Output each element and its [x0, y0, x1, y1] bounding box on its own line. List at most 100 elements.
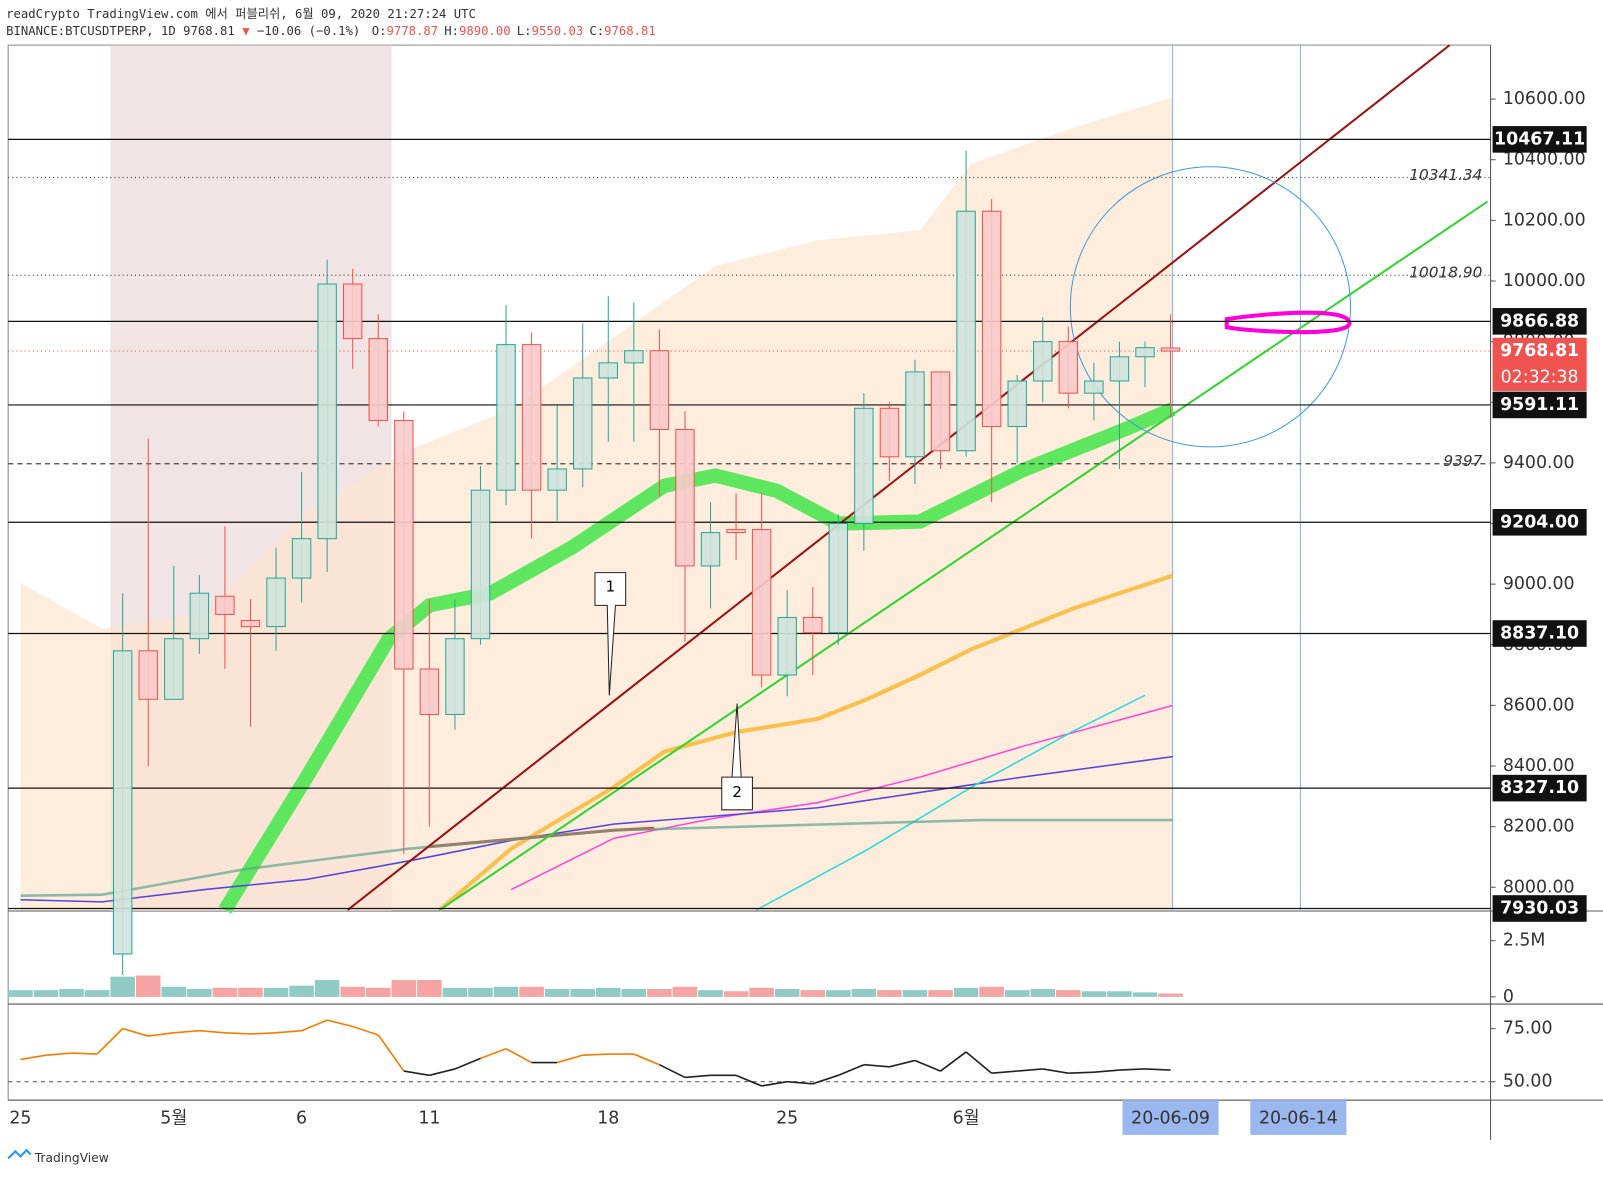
highlight-circle [1069, 166, 1351, 448]
trend-line [346, 44, 1451, 911]
rsi-line [352, 1025, 379, 1036]
down-arrow: ▼ [242, 23, 250, 37]
level-box [1492, 508, 1587, 536]
level-label: 9866.88 [1500, 311, 1579, 331]
last-price-box [1492, 337, 1587, 391]
rsi-line [377, 1034, 405, 1072]
volume-bar [1081, 991, 1107, 997]
volume-bar [851, 989, 877, 997]
candle-body [189, 592, 210, 640]
volume-bar [979, 986, 1004, 997]
volume-bar [314, 980, 340, 997]
volume-bar [953, 987, 979, 997]
candle-body [981, 210, 1002, 427]
volume-bar [135, 975, 161, 997]
level-box [1492, 126, 1587, 153]
candle-body [1007, 380, 1027, 427]
candle-body [138, 650, 158, 700]
volume-bar [698, 990, 723, 997]
change: −10.06 (−0.1%) [257, 23, 360, 37]
volume-bar [84, 990, 110, 997]
rsi-line [965, 1051, 993, 1074]
annotation: 1 [594, 572, 627, 696]
candle-body [854, 407, 874, 525]
candle-body [215, 595, 235, 615]
volume-bar [289, 985, 314, 997]
rsi-line [991, 1070, 1018, 1075]
level-label: 7930.03 [1500, 898, 1579, 918]
y-tick-label: 8400.00 [1503, 756, 1575, 776]
last-price-label: 9768.81 [1500, 341, 1579, 361]
ohlc-key: O: [372, 23, 387, 37]
publisher: readCrypto TradingView.com 에서 퍼블리쉬, 6월 0… [6, 7, 476, 21]
rsi-line [556, 1054, 583, 1064]
volume-bar [8, 990, 33, 997]
volume-bar [519, 986, 544, 997]
rsi-line [1017, 1068, 1043, 1072]
volume-bar [672, 986, 698, 997]
level-box [1492, 895, 1587, 922]
candle-body [368, 338, 388, 421]
x-tick-label: 6월 [953, 1109, 980, 1129]
rsi-line [889, 1059, 916, 1068]
date-box [1122, 1100, 1219, 1135]
candle-body [291, 538, 312, 579]
rsi-tick-label: 75.00 [1503, 1019, 1553, 1039]
cloud [20, 97, 1173, 911]
y-tick-label: 10000.00 [1503, 271, 1586, 291]
y-tick-label: 10600.00 [1503, 89, 1586, 109]
moving-average [438, 573, 1174, 912]
candle-body [496, 344, 516, 491]
rsi-line [1042, 1068, 1069, 1075]
volume-bar [1132, 992, 1158, 997]
candle-body [879, 407, 900, 458]
volume-bar [468, 987, 493, 997]
rsi-line [1144, 1068, 1171, 1071]
volume-bar [621, 989, 647, 997]
candle-body [419, 668, 440, 715]
rsi-line [45, 1052, 72, 1056]
volume-tick-label: 2.5M [1503, 931, 1546, 951]
volume-bar [877, 990, 902, 997]
volume-bar [800, 990, 826, 997]
candle-body [905, 371, 925, 458]
volume-bar [774, 989, 800, 997]
x-tick-label: 18 [597, 1109, 619, 1129]
ohlc-value: 9550.03 [532, 23, 584, 37]
rsi-line [914, 1059, 941, 1072]
volume-bar [391, 980, 417, 997]
countdown: 02:32:38 [1501, 368, 1579, 388]
rsi-line [71, 1052, 98, 1055]
volume-bar [544, 989, 570, 997]
candle-body [1058, 341, 1079, 394]
candle-body [445, 638, 465, 715]
ohlc-value: 9890.00 [459, 23, 511, 37]
x-tick-label: 6 [296, 1109, 307, 1129]
volume-bar [340, 986, 365, 997]
rsi-line [812, 1074, 839, 1085]
candle-body [521, 344, 542, 491]
candle-body [1160, 347, 1181, 352]
volume-tick-label: 0 [1503, 987, 1514, 1007]
volume-bar [1107, 991, 1132, 997]
last: 9768.81 [183, 23, 235, 37]
volume-bar [749, 987, 774, 997]
volume-bar [33, 990, 59, 997]
logo-icon [7, 1148, 32, 1160]
trend-line [439, 200, 1489, 911]
candle-body [726, 529, 746, 534]
volume-bar [723, 991, 749, 997]
rsi-line [326, 1019, 353, 1028]
y-tick-label: 9400.00 [1503, 453, 1575, 473]
symbol: BINANCE:BTCUSDTPERP, 1D [6, 23, 176, 37]
candle-body [266, 577, 286, 628]
rsi-line [275, 1029, 302, 1034]
candle-body [240, 619, 261, 628]
candle-body [598, 362, 618, 379]
level-label: 8837.10 [1500, 624, 1579, 644]
candle-body [930, 371, 951, 452]
level-box [1492, 774, 1587, 802]
volume-bar [110, 976, 135, 997]
candle-body [1033, 341, 1053, 382]
y-tick-label: 8600.00 [1503, 695, 1575, 715]
